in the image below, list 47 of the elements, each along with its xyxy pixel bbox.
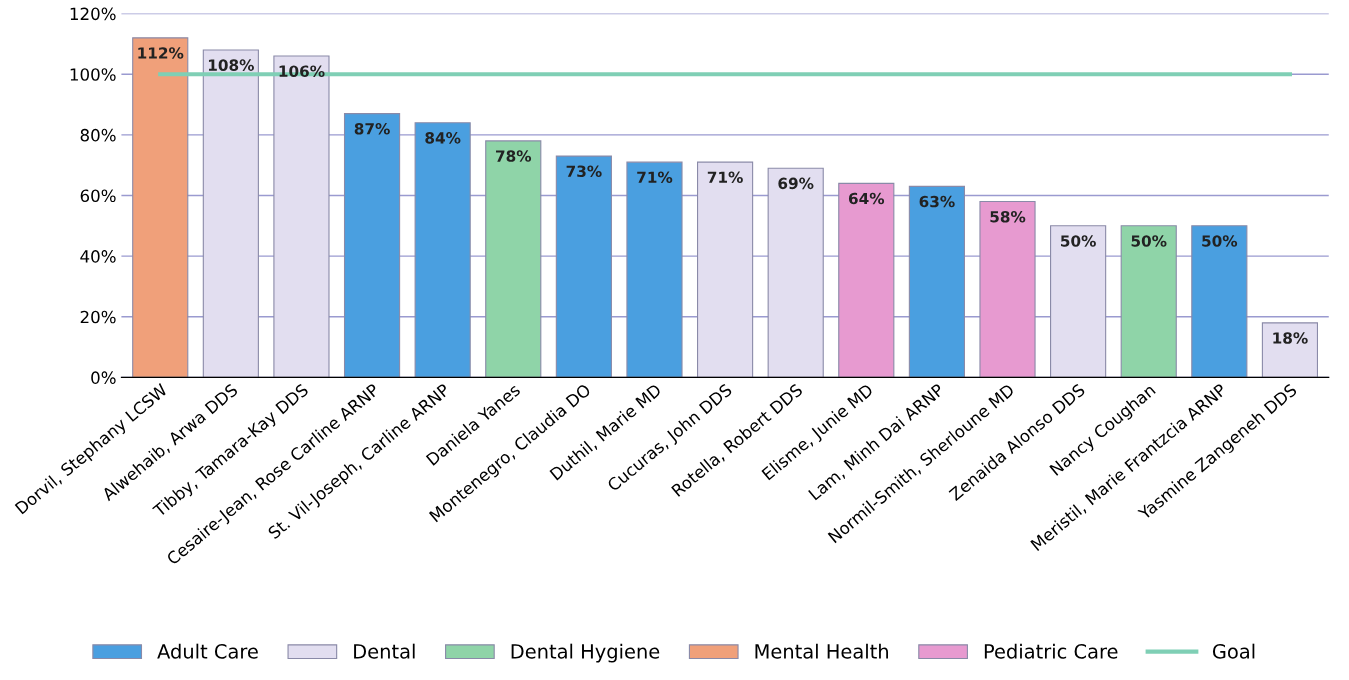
bar: [1050, 225, 1107, 378]
y-tick-label: 60%: [80, 189, 116, 203]
data-label: 78%: [496, 150, 532, 162]
bar: [202, 49, 259, 378]
bar: [555, 155, 612, 378]
legend-label: Dental: [354, 643, 415, 659]
data-label: 108%: [208, 59, 254, 71]
legend-label: Adult Care: [157, 643, 258, 659]
bar: [343, 113, 401, 378]
data-label: 106%: [279, 65, 325, 77]
data-label: 64%: [848, 192, 885, 205]
bar: [979, 201, 1036, 378]
y-tick-label: 80%: [80, 128, 116, 142]
y-tick-label: 20%: [80, 310, 116, 324]
data-label: 84%: [425, 132, 461, 144]
data-label: 87%: [354, 123, 390, 135]
data-label: 71%: [707, 171, 743, 184]
y-tick-label: 0%: [91, 371, 116, 384]
bar: [1120, 225, 1177, 378]
legend-label: Goal: [1212, 643, 1255, 659]
bar: [132, 37, 189, 378]
data-label: 50%: [1061, 235, 1096, 247]
data-label: 50%: [1131, 235, 1167, 247]
bar: [273, 55, 330, 378]
bar: [908, 185, 965, 378]
y-tick-label: 100%: [70, 68, 116, 81]
data-label: 69%: [778, 177, 814, 190]
data-label: 73%: [566, 165, 602, 178]
bar: [696, 161, 754, 378]
bar: [767, 167, 824, 378]
data-label: 112%: [138, 47, 184, 59]
bar: [626, 161, 683, 378]
bar: [485, 140, 542, 378]
y-tick-label: 40%: [80, 250, 116, 263]
bar: [1261, 322, 1319, 378]
data-label: 71%: [637, 171, 673, 184]
data-label: 50%: [1202, 235, 1238, 247]
bar: [414, 122, 471, 378]
data-label: 18%: [1273, 332, 1308, 344]
y-tick-label: 120%: [70, 7, 116, 21]
data-label: 63%: [919, 195, 955, 208]
bar: [1191, 225, 1248, 378]
data-label: 58%: [990, 210, 1026, 223]
legend-label: Pediatric Care: [984, 643, 1118, 659]
legend-label: Mental Health: [755, 643, 888, 659]
bar: [838, 182, 895, 378]
legend-label: Dental Hygiene: [511, 643, 660, 663]
